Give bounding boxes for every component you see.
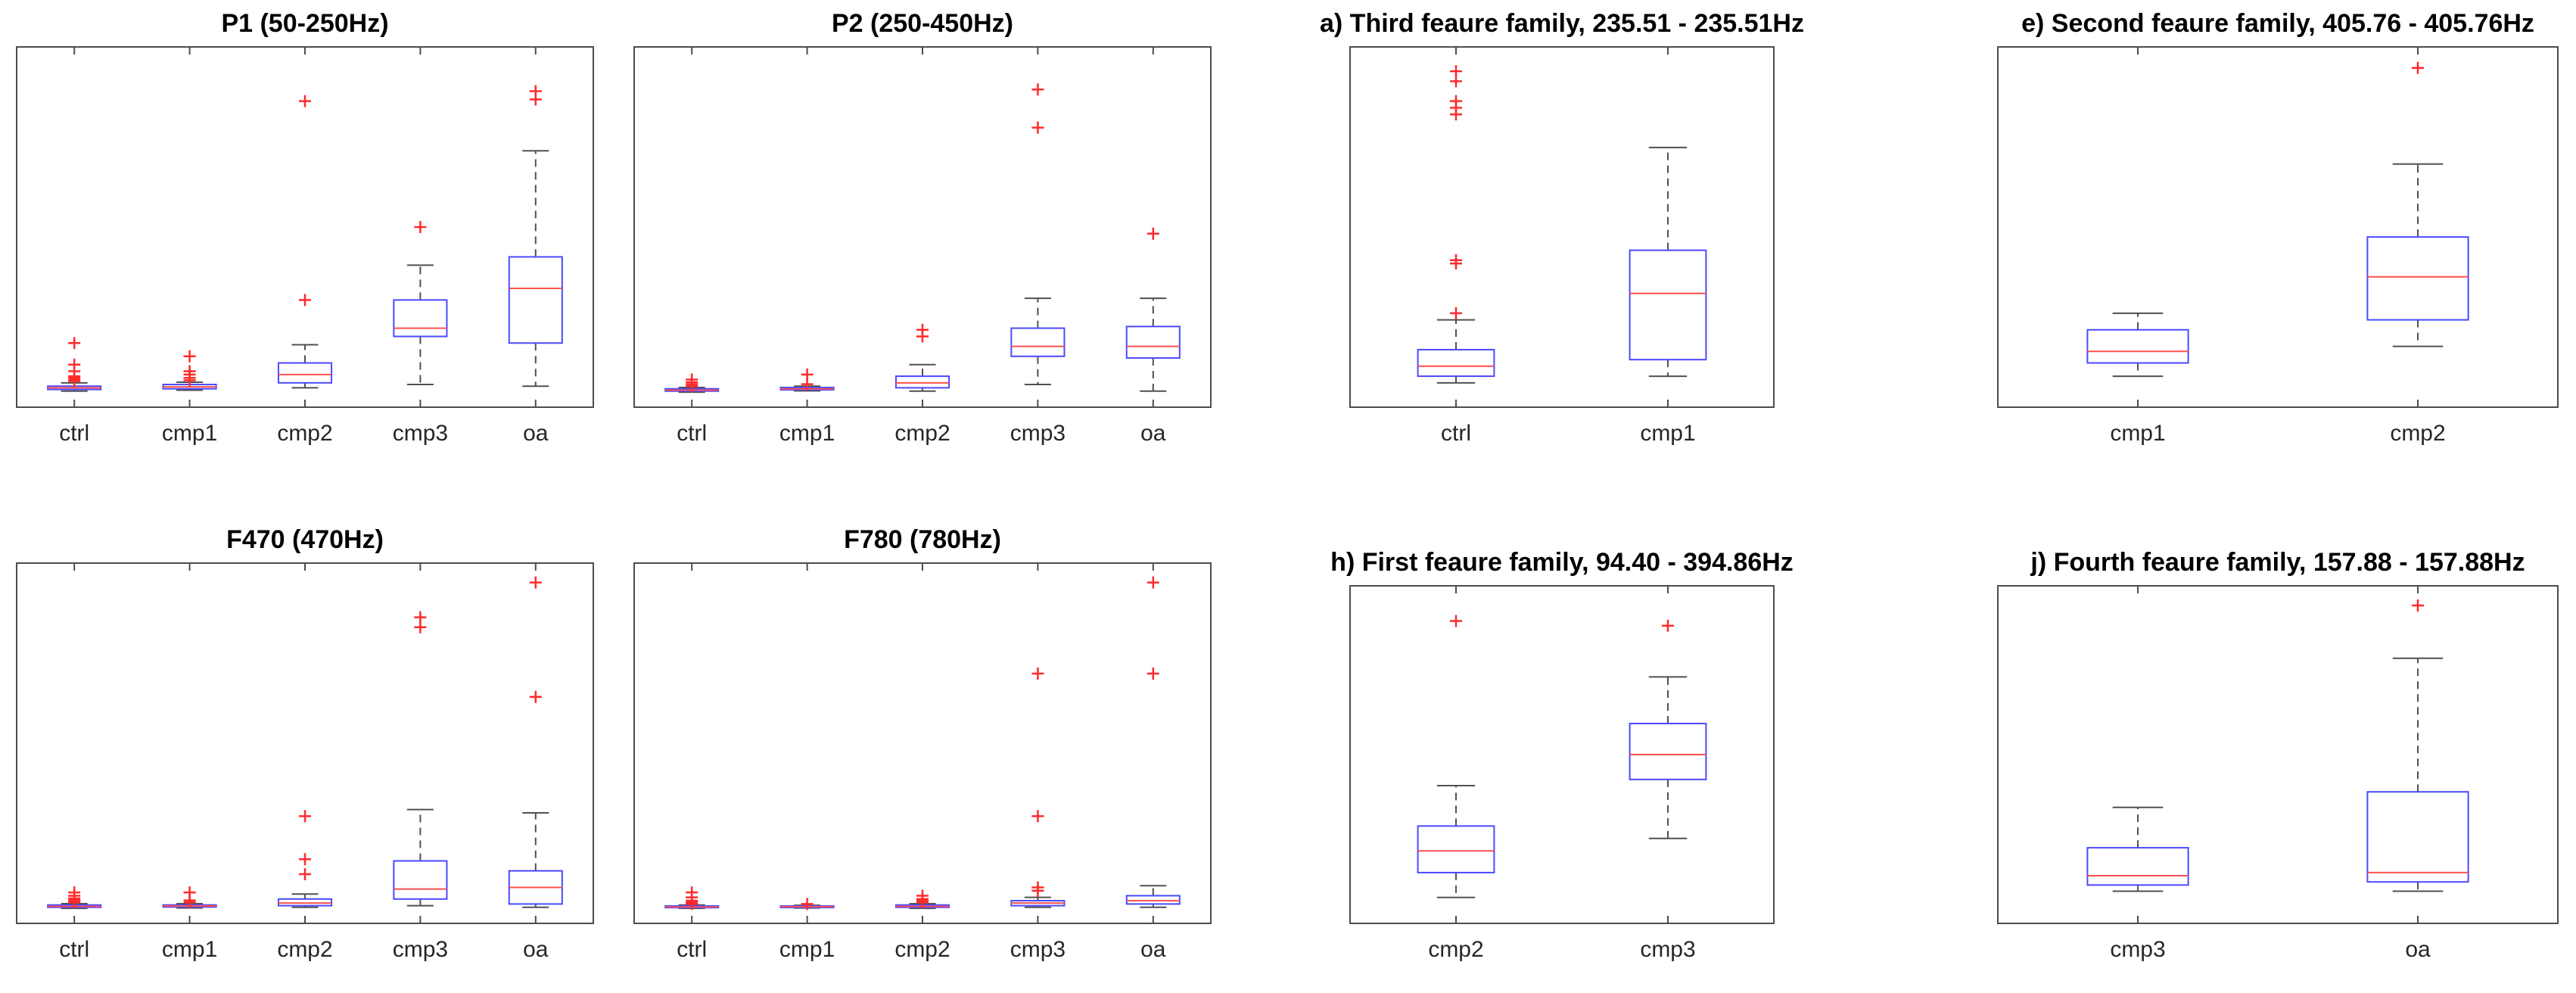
outlier-marker-ctrl [1450,65,1462,78]
outlier-marker-cmp2 [2412,61,2424,74]
x-tick-label-cmp2: cmp2 [277,937,332,962]
panel-title-1: P2 (250-450Hz) [832,9,1013,38]
outlier-marker-oa [2412,599,2424,612]
box-oa [508,256,563,344]
x-tick-label-cmp1: cmp1 [779,421,835,446]
box-cmp2 [894,375,950,389]
outlier-marker-cmp1 [183,350,196,363]
outlier-marker-ctrl [1450,95,1462,107]
box-cmp2 [2366,236,2469,321]
x-tick-label-cmp3: cmp3 [393,937,448,962]
box-cmp1 [2086,328,2189,364]
outlier-marker-ctrl [68,337,81,350]
x-tick-label-cmp2: cmp2 [2390,421,2445,446]
outlier-marker-oa [529,576,542,589]
x-tick-label-oa: oa [523,421,549,446]
box-oa [2366,791,2469,883]
outlier-marker-cmp2 [1450,615,1462,627]
x-tick-label-cmp3: cmp3 [2110,937,2165,962]
panel-title-2: a) Third feaure family, 235.51 - 235.51H… [1320,9,1804,38]
outlier-marker-cmp3 [1031,810,1044,823]
panel-title-0: P1 (50-250Hz) [221,9,388,38]
outlier-marker-cmp2 [916,323,929,336]
x-tick-label-cmp2: cmp2 [277,421,332,446]
x-tick-label-oa: oa [1140,937,1166,962]
x-tick-label-ctrl: ctrl [59,421,89,446]
outlier-marker-oa [1146,227,1159,240]
outlier-marker-cmp3 [1662,619,1674,632]
outlier-marker-cmp2 [299,810,311,823]
outlier-marker-cmp2 [299,294,311,307]
outlier-marker-cmp1 [183,886,196,899]
outlier-marker-cmp3 [1031,121,1044,134]
x-tick-label-cmp2: cmp2 [894,421,950,446]
box-ctrl [1417,349,1495,378]
panel-title-4: F470 (470Hz) [226,525,384,554]
x-tick-label-cmp1: cmp1 [779,937,835,962]
box-cmp3 [1010,327,1066,357]
x-tick-label-ctrl: ctrl [677,937,707,962]
x-tick-label-cmp2: cmp2 [894,937,950,962]
box-cmp3 [2086,847,2189,886]
x-tick-label-ctrl: ctrl [59,937,89,962]
outlier-marker-cmp1 [801,898,814,911]
x-tick-label-cmp1: cmp1 [1640,421,1695,446]
outlier-marker-ctrl [1450,307,1462,319]
box-cmp1 [1629,249,1707,361]
x-tick-label-cmp3: cmp3 [1640,937,1695,962]
outlier-marker-cmp3 [414,611,427,624]
axes-frame-6 [1349,585,1775,924]
panel-title-5: F780 (780Hz) [844,525,1001,554]
outlier-marker-cmp2 [299,95,311,107]
panel-title-3: e) Second feaure family, 405.76 - 405.76… [2021,9,2534,38]
x-tick-label-ctrl: ctrl [1441,421,1471,446]
box-cmp3 [1629,722,1707,780]
outlier-marker-cmp2 [299,853,311,866]
x-tick-label-cmp1: cmp1 [2110,421,2165,446]
axes-frame-5 [633,562,1212,924]
x-tick-label-cmp3: cmp3 [1010,937,1066,962]
outlier-marker-ctrl [1450,254,1462,266]
outlier-marker-cmp2 [299,867,311,880]
x-tick-label-oa: oa [1140,421,1166,446]
x-tick-label-ctrl: ctrl [677,421,707,446]
box-oa [1125,325,1181,359]
outlier-marker-cmp3 [1031,83,1044,96]
x-tick-label-oa: oa [523,937,549,962]
outlier-marker-ctrl [68,358,81,371]
box-cmp2 [1417,825,1495,873]
x-tick-label-cmp3: cmp3 [1010,421,1066,446]
outlier-marker-ctrl [686,886,698,899]
x-tick-label-oa: oa [2405,937,2431,962]
axes-frame-7 [1997,585,2559,924]
x-tick-label-cmp2: cmp2 [1428,937,1483,962]
box-oa [1125,895,1181,905]
box-cmp2 [277,362,333,384]
outlier-marker-cmp3 [414,221,427,233]
x-tick-label-cmp1: cmp1 [162,421,217,446]
outlier-marker-oa [1146,576,1159,589]
panel-title-6: h) First feaure family, 94.40 - 394.86Hz [1330,548,1794,577]
axes-frame-1 [633,46,1212,408]
outlier-marker-oa [529,85,542,98]
axes-frame-3 [1997,46,2559,408]
outlier-marker-cmp3 [1031,668,1044,680]
outlier-marker-cmp1 [183,365,196,378]
outlier-marker-oa [1146,668,1159,680]
outlier-marker-ctrl [68,886,81,899]
panel-title-7: j) Fourth feaure family, 157.88 - 157.88… [2030,548,2525,577]
box-cmp3 [393,299,448,338]
outlier-marker-cmp2 [916,889,929,902]
outlier-marker-ctrl [686,373,698,386]
outlier-marker-cmp1 [801,368,814,381]
x-tick-label-cmp3: cmp3 [393,421,448,446]
x-tick-label-cmp1: cmp1 [162,937,217,962]
box-cmp3 [393,860,448,900]
axes-frame-2 [1349,46,1775,408]
outlier-marker-cmp3 [1031,881,1044,894]
outlier-marker-oa [529,690,542,703]
